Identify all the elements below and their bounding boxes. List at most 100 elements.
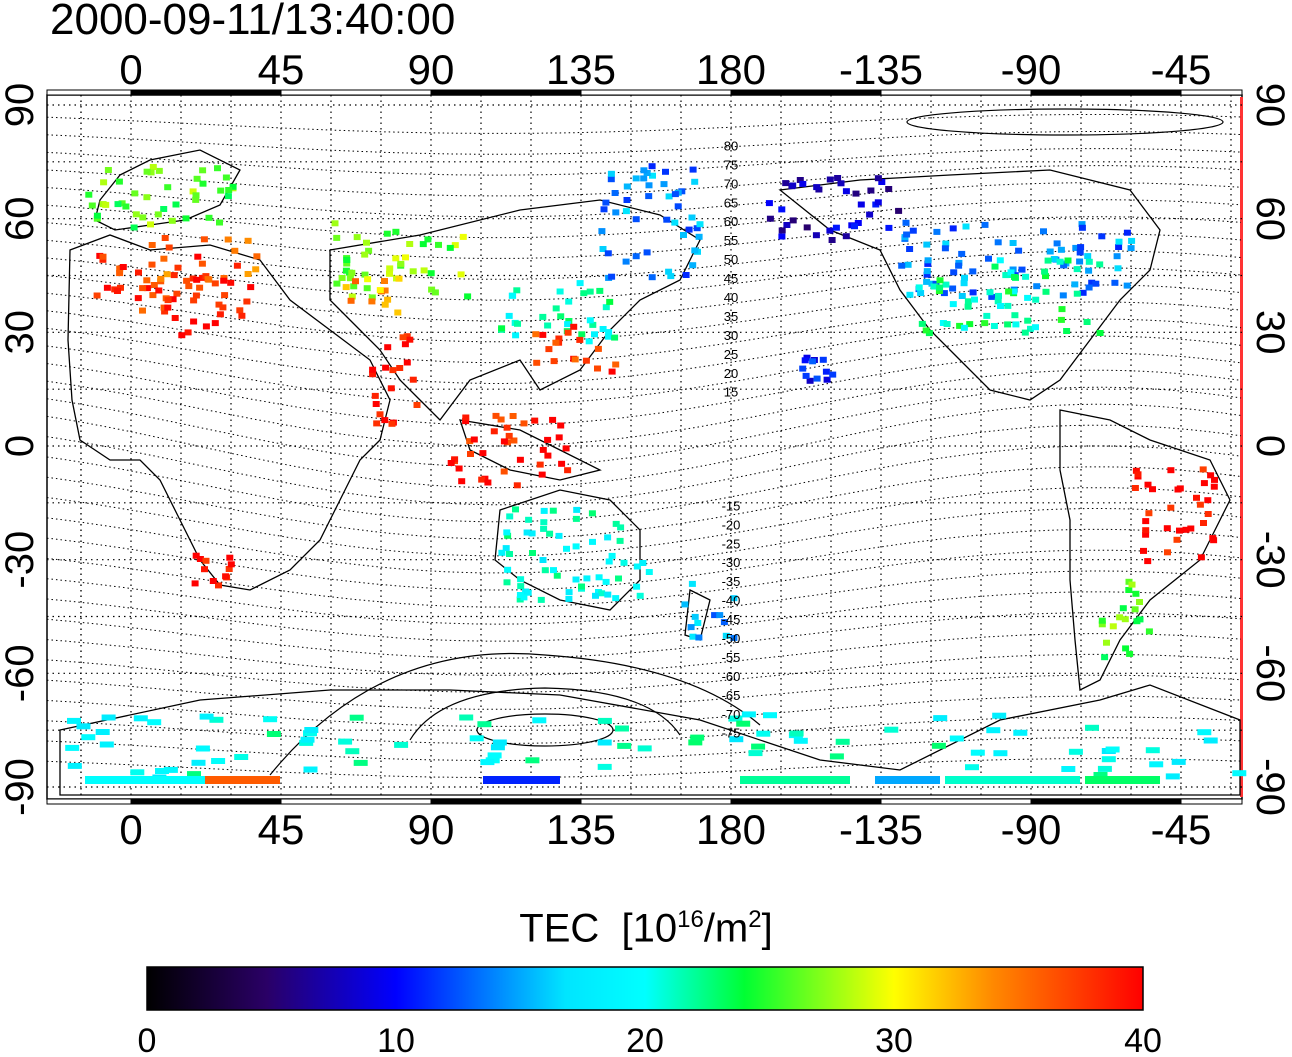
tec-cell — [1167, 467, 1175, 474]
tec-cell — [555, 434, 563, 441]
tec-cell — [965, 764, 979, 771]
tec-cell — [342, 284, 350, 291]
tec-cell — [161, 235, 169, 241]
tec-cell — [922, 327, 930, 334]
tec-cell — [427, 270, 435, 277]
tec-band — [945, 776, 1080, 784]
tec-cell — [172, 201, 180, 208]
tec-cell — [303, 766, 318, 773]
tec-cell — [500, 468, 508, 475]
tec-cell — [525, 516, 533, 523]
tec-cell — [196, 284, 204, 291]
tec-cell — [964, 298, 972, 305]
contour-label-south: -75 — [722, 726, 741, 741]
tec-cell — [935, 288, 943, 294]
tec-cell — [557, 313, 565, 320]
tec-cell — [194, 253, 202, 260]
tec-cell — [605, 329, 613, 336]
tec-cell — [874, 199, 882, 206]
y-tick-right-label: 30 — [1248, 310, 1292, 355]
tec-cell — [969, 268, 977, 275]
tec-cell — [253, 253, 261, 260]
colorbar-title: TEC [1016/m2] — [0, 906, 1292, 951]
tec-cell — [1209, 535, 1217, 542]
tec-cell — [164, 184, 172, 191]
tec-cell — [1101, 756, 1116, 763]
tec-cell — [462, 414, 470, 421]
colorbar — [146, 966, 1144, 1011]
tec-cell — [549, 507, 557, 514]
tec-cell — [583, 575, 591, 582]
tec-cell — [263, 716, 278, 723]
tec-cell — [492, 412, 500, 419]
tec-cell — [1021, 329, 1029, 336]
tec-cell — [537, 596, 545, 603]
contour-label-south: -55 — [722, 650, 741, 665]
tec-cell — [1136, 599, 1143, 605]
tec-cell — [639, 560, 647, 566]
tec-cell — [671, 191, 679, 198]
tec-cell — [812, 232, 820, 239]
south-pole-contour — [476, 713, 614, 747]
tec-cell — [199, 167, 207, 174]
tec-cell — [479, 450, 487, 457]
tec-cell — [640, 175, 648, 182]
tec-cell — [389, 367, 397, 374]
tec-cell — [502, 545, 510, 552]
x-tick-bottom-label: 180 — [696, 806, 766, 853]
tec-cell — [388, 420, 396, 427]
tec-cell — [266, 731, 281, 737]
tec-cell — [851, 223, 858, 230]
tec-cell — [348, 269, 356, 276]
tec-cell — [509, 292, 517, 299]
tec-cell — [949, 301, 957, 308]
tec-cell — [550, 358, 558, 365]
tec-cell — [202, 323, 210, 330]
tec-cell — [565, 318, 573, 324]
tec-cell — [941, 245, 949, 252]
tec-cell — [608, 552, 616, 559]
tec-cell — [802, 372, 810, 379]
tec-cell — [852, 190, 860, 197]
tec-cell — [580, 290, 588, 297]
colorbar-unit-mid: /m — [703, 906, 749, 951]
tec-cell — [376, 287, 384, 294]
tec-cell — [1197, 554, 1205, 561]
tec-cell — [695, 233, 703, 240]
tec-cell — [597, 717, 612, 724]
tec-cell — [1113, 253, 1121, 260]
tec-cell — [594, 345, 602, 352]
tec-cell — [962, 223, 970, 230]
tec-cell — [832, 224, 840, 231]
tec-cell — [986, 289, 994, 296]
tec-cell — [1083, 319, 1091, 325]
tec-cell — [1092, 280, 1100, 287]
tec-cell — [736, 720, 751, 727]
tec-cell — [1145, 628, 1153, 635]
tec-cell — [1004, 302, 1012, 309]
tec-cell — [604, 250, 612, 257]
tec-cell — [221, 292, 229, 299]
tec-cell — [204, 276, 212, 283]
tec-cell — [923, 278, 931, 285]
tec-cell — [1134, 471, 1142, 478]
tec-cell — [602, 199, 610, 206]
tec-cell — [1132, 467, 1140, 474]
tec-cell — [1093, 772, 1108, 778]
magnetic-contour — [46, 424, 1242, 506]
tec-cell — [943, 321, 951, 327]
contour-label-south: -35 — [722, 574, 741, 589]
tec-cell — [617, 742, 632, 749]
tec-cell — [420, 267, 428, 274]
tec-cell — [363, 285, 371, 292]
tec-cell — [961, 274, 968, 281]
tec-cell — [192, 196, 200, 203]
tec-cell — [552, 339, 560, 346]
tec-cell — [487, 752, 502, 759]
tec-cell — [392, 228, 400, 235]
tec-cell — [1044, 257, 1052, 264]
tec-cell — [949, 285, 957, 292]
tec-cell — [1123, 229, 1131, 236]
tec-cell — [401, 341, 409, 348]
magnetic-contour — [46, 570, 1242, 625]
